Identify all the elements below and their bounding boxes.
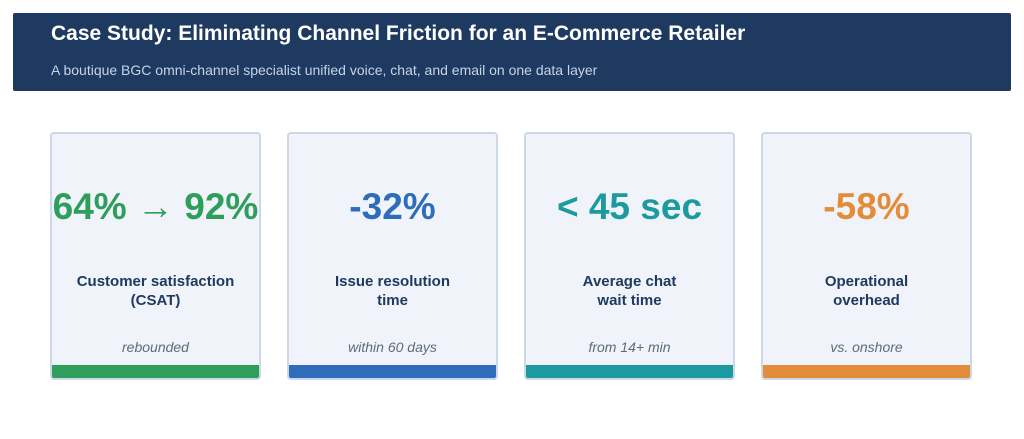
- metric-accent-bar: [526, 365, 733, 378]
- metric-label-line2: time: [377, 291, 408, 309]
- metric-accent-bar: [763, 365, 970, 378]
- metric-label-line1: Average chat: [582, 273, 677, 290]
- metric-label-line2: wait time: [597, 291, 662, 309]
- metric-accent-bar: [289, 365, 496, 378]
- metric-label: Issue resolution time: [297, 273, 488, 311]
- metric-card-csat: 64% → 92% Customer satisfaction (CSAT) r…: [50, 132, 261, 380]
- metric-value: -32%: [349, 186, 436, 227]
- page-title: Case Study: Eliminating Channel Friction…: [51, 22, 746, 45]
- metric-card-overhead: -58% Operational overhead vs. onshore: [761, 132, 972, 380]
- metric-label: Customer satisfaction (CSAT): [60, 273, 251, 311]
- metric-note: within 60 days: [348, 339, 437, 355]
- metric-note: vs. onshore: [830, 339, 903, 355]
- metric-card-chat-wait: < 45 sec Average chat wait time from 14+…: [524, 132, 735, 380]
- metric-note: rebounded: [122, 339, 189, 355]
- metric-value: 64% → 92%: [52, 186, 259, 227]
- metric-card-resolution-time: -32% Issue resolution time within 60 day…: [287, 132, 498, 380]
- metric-label-line2: overhead: [833, 291, 900, 309]
- metric-value: < 45 sec: [556, 186, 703, 227]
- metric-label: Average chat wait time: [534, 273, 725, 311]
- metric-label: Operational overhead: [771, 273, 962, 311]
- metric-label-line1: Issue resolution: [334, 273, 451, 290]
- header-banner: Case Study: Eliminating Channel Friction…: [13, 13, 1011, 91]
- metric-note: from 14+ min: [588, 339, 671, 355]
- page-subtitle: A boutique BGC omni-channel specialist u…: [51, 62, 598, 78]
- metric-label-line1: Operational: [824, 273, 909, 290]
- metric-label-line2: (CSAT): [130, 291, 181, 309]
- metric-accent-bar: [52, 365, 259, 378]
- metric-label-line1: Customer satisfaction: [76, 273, 235, 290]
- metric-value: -58%: [823, 186, 910, 227]
